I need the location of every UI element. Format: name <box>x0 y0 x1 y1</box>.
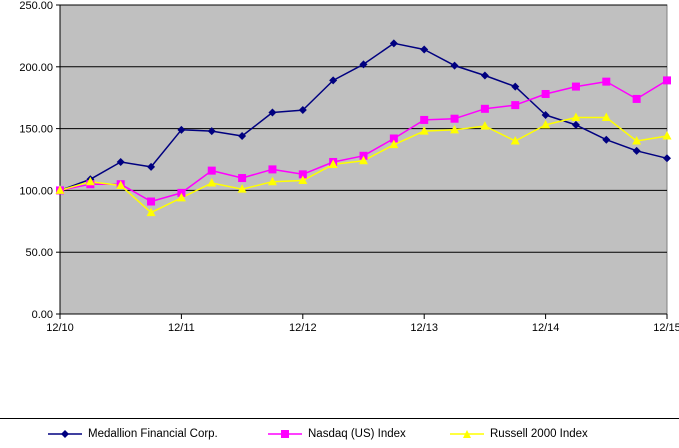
legend-swatch-russell <box>450 430 484 438</box>
series-2-point <box>601 112 611 121</box>
series-0-point <box>298 106 307 115</box>
y-tick-label: 150.00 <box>19 124 53 136</box>
series-1-point <box>541 89 550 98</box>
series-0-point <box>571 120 580 129</box>
series-1-point <box>450 114 459 123</box>
series-1-point <box>207 166 216 175</box>
series-2-point <box>267 176 277 186</box>
series-2-point <box>85 176 95 186</box>
series-1-point <box>420 115 429 124</box>
series-1-point <box>632 94 641 103</box>
series-0-point <box>359 60 368 69</box>
series-2-point <box>541 119 551 129</box>
line-chart: 0.00 50.00 100.00 150.00 200.00 250.00 12/10 12… <box>19 0 679 334</box>
legend-label: Russell 2000 Index <box>490 428 588 440</box>
legend-item-nasdaq: Nasdaq (US) Index <box>268 427 406 441</box>
series-0-point <box>632 146 641 155</box>
series-1-point <box>602 77 611 86</box>
series-0-point <box>511 82 520 91</box>
series-1-point <box>389 134 398 143</box>
series-0-point <box>207 127 216 136</box>
legend: Medallion Financial Corp. Nasdaq (US) In… <box>0 418 679 448</box>
series-2-point <box>328 159 338 168</box>
series-1-point <box>571 82 580 91</box>
series-1-point <box>268 165 277 174</box>
series-2-point <box>632 135 642 145</box>
series-2-point <box>510 135 520 145</box>
y-tick-label: 100.00 <box>19 185 53 197</box>
series-0-point <box>389 39 398 48</box>
y-tick-label: 0.00 <box>32 309 53 321</box>
series-2-point <box>207 177 217 187</box>
x-tick-label: 12/11 <box>168 322 195 334</box>
series-0-point <box>663 154 671 163</box>
series-0-point <box>268 108 277 117</box>
series-2-point <box>571 112 581 121</box>
series-1-point <box>511 101 520 110</box>
series-2-point <box>298 175 308 185</box>
series-0-point <box>116 157 125 166</box>
series-2-point <box>237 184 247 193</box>
legend-swatch-nasdaq <box>268 430 302 438</box>
series-0-point <box>329 76 338 85</box>
series-2-point <box>176 192 186 202</box>
series-0-point <box>238 132 247 141</box>
x-tick-label: 12/12 <box>289 322 317 334</box>
y-tick-label: 250.00 <box>19 0 53 12</box>
x-tick-label: 12/14 <box>532 322 560 334</box>
series-1-point <box>663 76 671 85</box>
series-2-point <box>450 124 460 134</box>
series-0-point <box>147 162 156 171</box>
legend-label: Nasdaq (US) Index <box>308 428 406 440</box>
series-2-point <box>116 180 126 189</box>
series-2-point <box>662 131 672 140</box>
y-tick-label: 50.00 <box>25 247 53 259</box>
x-tick-label: 12/13 <box>410 322 438 334</box>
series-2-point <box>480 121 490 130</box>
series-2-point <box>419 126 429 135</box>
series-1-point <box>238 174 247 183</box>
series-1-point <box>147 197 156 206</box>
series-0-point <box>602 135 611 144</box>
series-1-point <box>298 170 307 179</box>
legend-swatch-medallion <box>48 430 82 438</box>
series-1-point <box>480 104 489 113</box>
series-2-point <box>55 185 65 194</box>
x-tick-label: 12/15 <box>653 322 679 334</box>
series-2-point <box>389 139 399 149</box>
series-0-point <box>450 61 459 70</box>
x-tick-label: 12/10 <box>46 322 74 334</box>
series-0-point <box>541 111 550 120</box>
series-0-point <box>177 125 186 134</box>
legend-item-medallion: Medallion Financial Corp. <box>48 427 218 441</box>
y-tick-label: 200.00 <box>19 62 53 74</box>
series-2-point <box>146 207 156 217</box>
legend-item-russell: Russell 2000 Index <box>450 427 588 441</box>
legend-label: Medallion Financial Corp. <box>88 428 218 440</box>
series-0-point <box>480 71 489 80</box>
series-2-point <box>359 155 368 165</box>
series-0-point <box>420 45 429 54</box>
